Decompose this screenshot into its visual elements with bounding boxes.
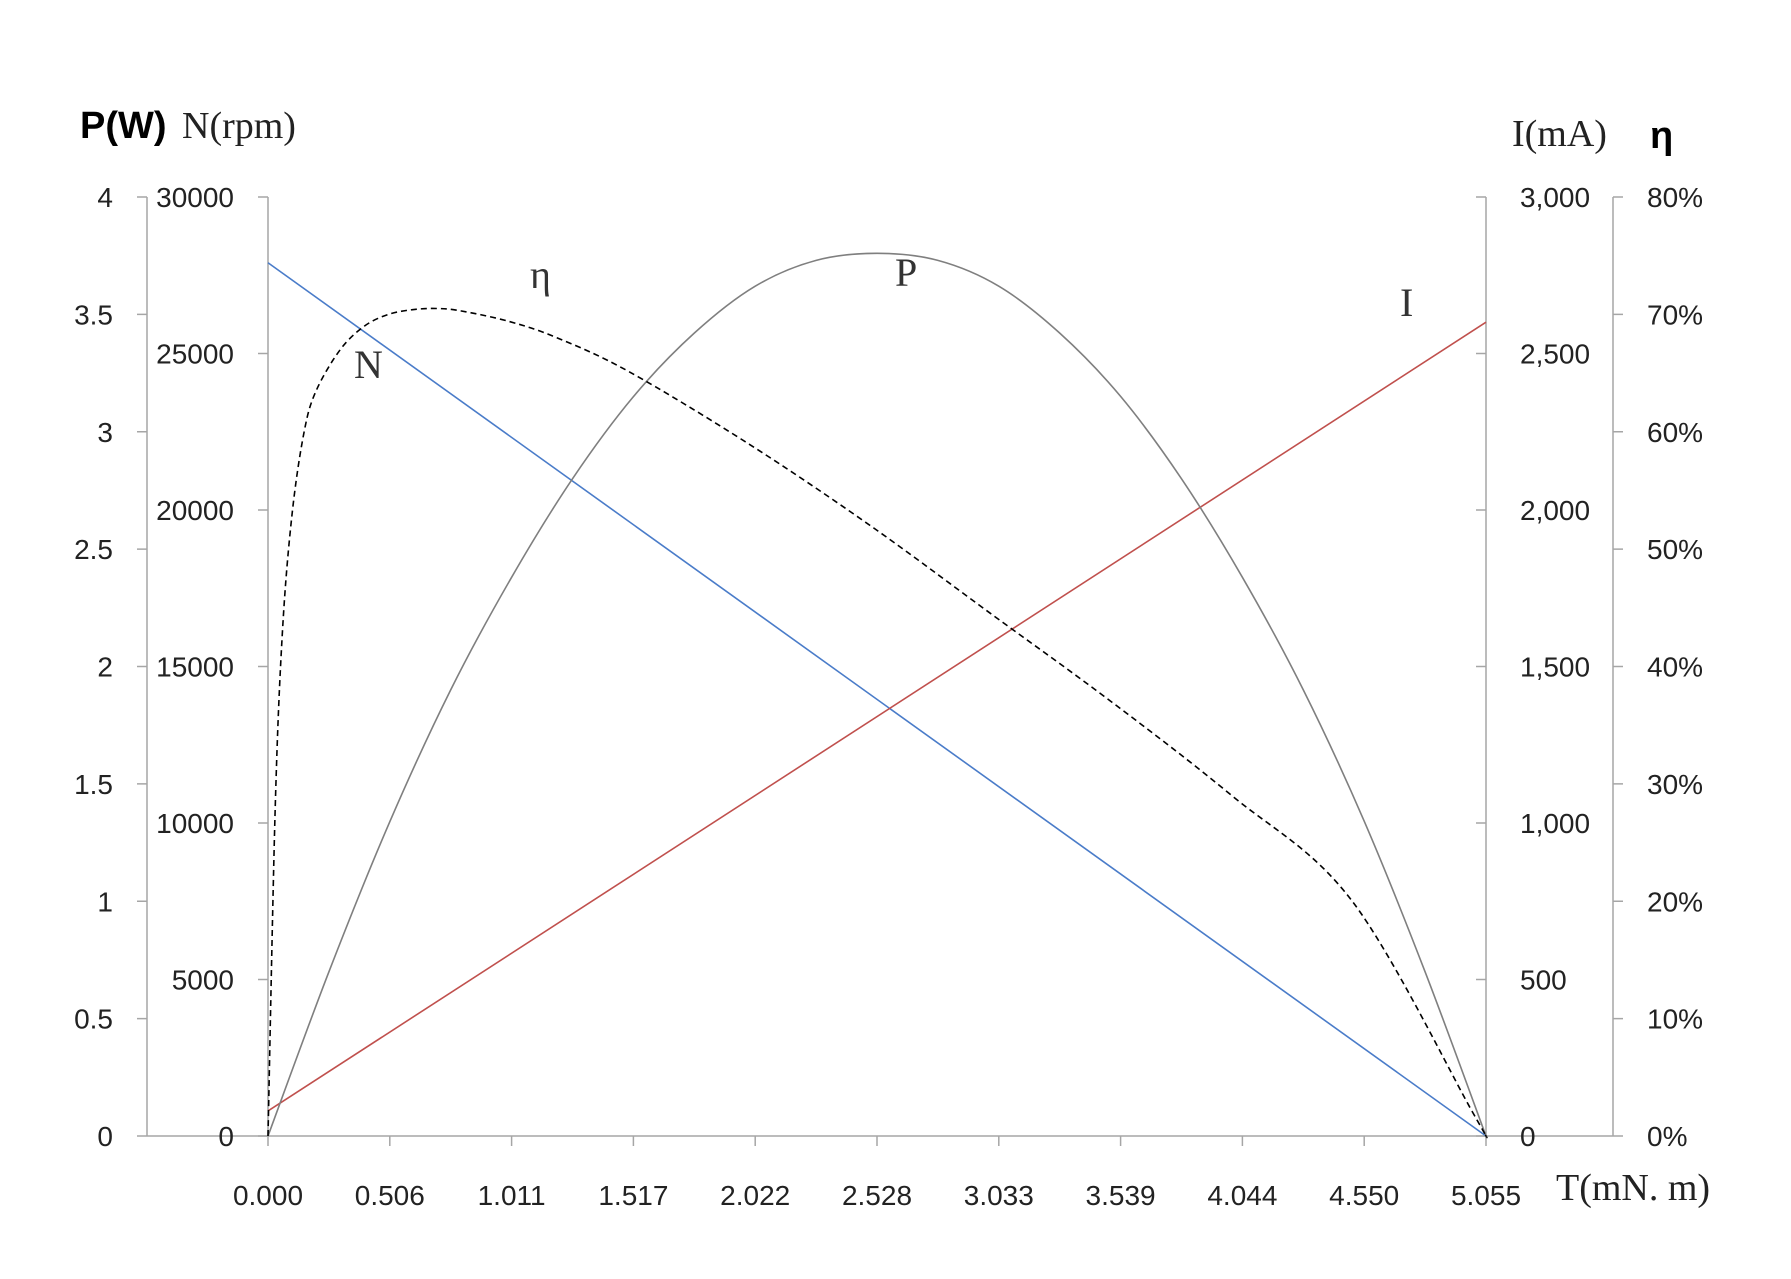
eta-curve-label: η [530, 252, 551, 297]
torque-axis-title: T(mN. m) [1556, 1167, 1710, 1209]
power-series-line [267, 252, 1487, 1137]
power-tick-label: 2.5 [74, 534, 113, 565]
power-axis-title: P(W) [80, 105, 167, 147]
efficiency-tick-label: 60% [1647, 417, 1703, 448]
x-tick-label: 4.044 [1207, 1180, 1277, 1211]
current-tick-label: 500 [1520, 965, 1567, 996]
efficiency-tick-label: 70% [1647, 299, 1703, 330]
current-axis-title: I(mA) [1512, 113, 1607, 155]
x-tick-label: 0.000 [233, 1180, 303, 1211]
current-tick-label: 3,000 [1520, 182, 1590, 213]
power-curve-label: P [895, 250, 917, 295]
speed-tick-label: 20000 [156, 495, 234, 526]
speed-tick-label: 15000 [156, 652, 234, 683]
efficiency-axis-title: η [1650, 115, 1673, 157]
efficiency-series-line [267, 307, 1488, 1139]
x-tick-label: 2.022 [720, 1180, 790, 1211]
power-tick-label: 1.5 [74, 769, 113, 800]
speed-axis-title: N(rpm) [182, 105, 296, 147]
power-tick-label: 2 [97, 652, 113, 683]
power-tick-label: 1 [97, 886, 113, 917]
ticks-group: 0.000 0.506 1.011 1.517 2.022 2.528 3.033 3.539… [74, 182, 1703, 1211]
x-tick-label: 1.011 [478, 1180, 546, 1211]
x-tick-label: 0.506 [355, 1180, 425, 1211]
series-group [267, 252, 1488, 1139]
current-curve-label: I [1400, 280, 1413, 325]
current-tick-label: 1,000 [1520, 808, 1590, 839]
efficiency-tick-label: 10% [1647, 1004, 1703, 1035]
current-tick-label: 1,500 [1520, 652, 1590, 683]
x-tick-label: 4.550 [1329, 1180, 1399, 1211]
speed-tick-label: 25000 [156, 339, 234, 370]
efficiency-tick-label: 0% [1647, 1121, 1687, 1152]
x-tick-label: 3.539 [1086, 1180, 1156, 1211]
current-tick-label: 0 [1520, 1121, 1536, 1152]
power-tick-label: 3.5 [74, 299, 113, 330]
efficiency-tick-label: 80% [1647, 182, 1703, 213]
x-tick-label: 5.055 [1451, 1180, 1521, 1211]
efficiency-tick-label: 40% [1647, 652, 1703, 683]
x-tick-label: 2.528 [842, 1180, 912, 1211]
x-tick-label: 1.517 [598, 1180, 668, 1211]
efficiency-tick-label: 30% [1647, 769, 1703, 800]
speed-tick-label: 0 [218, 1121, 234, 1152]
current-series-line [267, 321, 1487, 1112]
current-tick-label: 2,500 [1520, 339, 1590, 370]
power-tick-label: 0 [97, 1121, 113, 1152]
efficiency-tick-label: 20% [1647, 886, 1703, 917]
current-tick-label: 2,000 [1520, 495, 1590, 526]
power-tick-label: 3 [97, 417, 113, 448]
speed-curve-label: N [354, 342, 383, 387]
x-tick-label: 3.033 [964, 1180, 1034, 1211]
power-tick-label: 0.5 [74, 1004, 113, 1035]
speed-tick-label: 30000 [156, 182, 234, 213]
speed-series-line [267, 262, 1487, 1137]
efficiency-tick-label: 50% [1647, 534, 1703, 565]
speed-tick-label: 10000 [156, 808, 234, 839]
power-tick-label: 4 [97, 182, 113, 213]
speed-tick-label: 5000 [172, 965, 234, 996]
